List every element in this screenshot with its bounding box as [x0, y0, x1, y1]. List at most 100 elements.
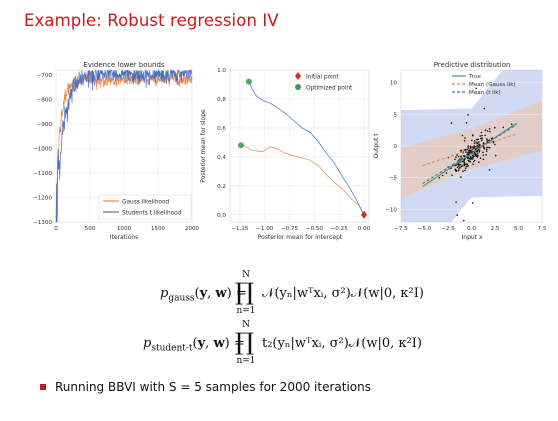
equation-gauss-lhs: pgauss(y, w) =	[160, 286, 247, 304]
trajectory-axes	[229, 69, 370, 223]
data-point	[455, 169, 458, 172]
data-point	[472, 158, 474, 160]
data-point	[458, 168, 460, 170]
data-point	[476, 145, 479, 147]
trajectory-legend: Initial point Optimized point	[295, 72, 353, 92]
x-tick-label: 0.00	[358, 226, 371, 232]
data-point	[472, 147, 475, 150]
data-point	[480, 131, 483, 134]
data-point	[479, 157, 482, 159]
data-point	[467, 157, 469, 159]
y-tick-label: 5	[393, 112, 397, 118]
data-point	[471, 154, 474, 157]
x-tick-label: −0.75	[281, 226, 299, 232]
y-tick-label: −5	[389, 176, 398, 182]
data-point	[458, 163, 461, 166]
elbo-xlabel: Iterations	[110, 234, 139, 241]
data-point	[455, 201, 457, 203]
predictive-line-0	[422, 122, 517, 187]
x-tick-label: −2.5	[441, 226, 455, 232]
data-point	[494, 143, 496, 146]
data-point	[464, 137, 466, 139]
data-point	[467, 147, 470, 149]
y-tick-label: −800	[37, 97, 53, 103]
x-tick-label: 5.0	[514, 226, 523, 232]
data-point	[486, 146, 488, 149]
data-point	[441, 174, 444, 177]
x-tick-label: −1.00	[256, 226, 274, 232]
data-point	[510, 123, 513, 126]
data-point	[460, 176, 462, 178]
data-point	[463, 161, 466, 163]
data-point	[475, 141, 477, 143]
optimized-point	[245, 78, 252, 85]
data-point	[471, 139, 473, 142]
y-tick-label: 0.2	[217, 184, 226, 190]
data-point	[489, 130, 491, 133]
x-tick-label: 2000	[185, 226, 200, 232]
data-point	[483, 146, 485, 148]
data-point	[473, 159, 476, 162]
data-point	[482, 154, 485, 157]
trajectory-line-gauss	[240, 144, 365, 215]
data-point	[486, 150, 488, 152]
data-point	[487, 146, 489, 149]
data-point	[471, 146, 473, 148]
data-point	[474, 148, 477, 151]
y-tick-label: −1200	[33, 195, 52, 201]
data-point	[467, 159, 470, 162]
data-point	[456, 166, 459, 168]
predictive-panel: Predictive distribution −10 −5 0 5 10 −7.5 −5.…	[373, 61, 547, 241]
equation-student-rhs: t₂(yₙ|wᵀxᵢ, σ²)𝒩(w|0, κ²I)	[262, 336, 422, 351]
data-point	[478, 143, 480, 145]
data-point	[457, 169, 460, 172]
y-tick-label: −700	[37, 73, 53, 79]
x-tick-label: 500	[85, 226, 96, 232]
equation-student-lhs: pstudent-t(y, w) =	[143, 336, 245, 354]
data-point	[478, 150, 481, 152]
optimized-point	[237, 142, 244, 149]
elbo-panel: Evidence lower bounds −1300 −1200 −1100 −10…	[33, 61, 199, 241]
equation-student: pstudent-t(y, w) = N ∏ n=1 t₂(yₙ|wᵀxᵢ, σ…	[143, 320, 422, 366]
data-point	[472, 155, 475, 158]
elbo-line-student	[55, 69, 193, 223]
data-point	[473, 140, 476, 142]
data-point	[502, 126, 505, 129]
x-tick-label: 7.5	[538, 226, 547, 232]
y-tick-label: −10	[385, 207, 397, 213]
data-point	[473, 153, 476, 155]
data-point	[469, 156, 472, 158]
data-point	[469, 160, 472, 163]
data-point	[468, 157, 471, 160]
data-point	[470, 149, 473, 152]
legend-optimized: Optimized point	[306, 86, 353, 92]
x-tick-label: 0	[54, 226, 58, 232]
data-point	[468, 150, 470, 152]
data-point	[476, 142, 478, 145]
data-point	[467, 145, 470, 147]
legend-initial-marker	[295, 72, 301, 80]
legend-gauss: Gauss likelihood	[122, 200, 170, 206]
data-point	[476, 156, 479, 158]
data-point	[469, 147, 472, 149]
y-tick-label: 0.0	[217, 213, 226, 219]
data-point	[482, 142, 485, 144]
data-point	[469, 151, 471, 153]
y-tick-label: 0.6	[217, 126, 226, 132]
legend-mean-t: Mean (t lik)	[469, 90, 501, 96]
data-point	[463, 139, 466, 142]
equation-gauss-rhs: 𝒩(yₙ|wᵀxᵢ, σ²)𝒩(w|0, κ²I)	[262, 286, 424, 301]
data-point	[477, 154, 479, 157]
data-point	[463, 149, 466, 151]
data-point	[490, 137, 493, 140]
data-point	[460, 149, 463, 152]
predictive-line-2	[422, 124, 517, 185]
data-point	[472, 160, 475, 163]
bullet-item: Running BBVI with S = 5 samples for 2000…	[40, 380, 371, 394]
data-point	[473, 145, 475, 147]
initial-point	[361, 210, 368, 219]
data-point	[483, 107, 486, 110]
data-point	[454, 168, 457, 171]
data-point	[461, 160, 463, 163]
data-point	[457, 155, 460, 158]
